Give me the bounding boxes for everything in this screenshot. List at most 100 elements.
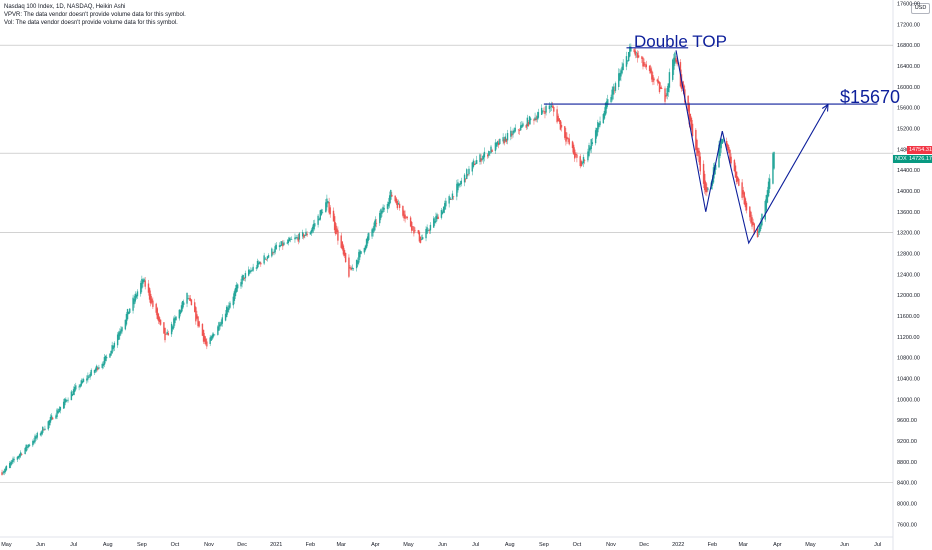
candle-body: [70, 391, 73, 401]
candle-body: [180, 305, 183, 313]
candle-body: [402, 205, 404, 216]
candle-body: [59, 406, 62, 411]
candle-body: [144, 280, 146, 287]
candle-body: [728, 147, 730, 153]
candle-body: [343, 250, 346, 256]
candle-body: [189, 298, 192, 301]
candle-body: [699, 156, 701, 172]
candle-body: [301, 232, 304, 237]
price-axis-label: 12800.00: [897, 251, 920, 257]
currency-badge[interactable]: USD: [911, 3, 930, 14]
time-axis-label: Aug: [505, 542, 515, 548]
candle-body: [143, 278, 145, 282]
time-axis-label: Jun: [36, 542, 45, 548]
candle-body: [147, 283, 150, 293]
candle-body: [659, 86, 662, 89]
candle-body: [16, 456, 19, 460]
candle-body: [604, 102, 607, 115]
candle-body: [73, 386, 76, 393]
candle-body: [751, 217, 753, 227]
candle-body: [296, 237, 298, 238]
candle-body: [565, 132, 567, 142]
candle-body: [707, 188, 709, 190]
candle-body: [414, 230, 416, 231]
candle-body: [714, 164, 717, 170]
candle-body: [773, 152, 775, 169]
candle-body: [510, 130, 512, 137]
candle-body: [472, 160, 475, 167]
candle-body: [335, 223, 337, 234]
candle-body: [658, 81, 661, 93]
candle-body: [518, 129, 521, 131]
time-axis-label: Apr: [371, 542, 380, 548]
legend-vpvr: VPVR: The data vendor doesn't provide vo…: [4, 12, 186, 18]
candle-body: [594, 130, 597, 144]
candle-body: [227, 308, 229, 312]
candle-body: [3, 470, 5, 474]
candle-body: [718, 144, 720, 168]
candle-body: [232, 296, 234, 306]
candle-body: [591, 142, 594, 145]
candle-body: [619, 72, 621, 81]
candle-body: [540, 107, 543, 115]
candle-body: [152, 300, 154, 307]
candle-body: [691, 123, 694, 137]
candle-body: [374, 219, 377, 227]
candle-body: [512, 130, 514, 135]
candle-body: [209, 337, 211, 344]
candle-body: [75, 385, 77, 390]
candle-body: [599, 121, 601, 126]
candle-body: [48, 420, 51, 426]
candle-body: [645, 64, 647, 68]
candle-body: [266, 256, 269, 260]
candle-body: [102, 363, 105, 366]
candle-body: [644, 64, 646, 65]
candle-body: [688, 103, 690, 125]
symbol-tag: NDX: [893, 155, 908, 163]
time-axis-label: 2021: [270, 542, 282, 548]
candle-body: [81, 380, 84, 383]
candle-body: [186, 292, 188, 304]
time-axis-label: Nov: [606, 542, 616, 548]
candle-body: [720, 139, 722, 149]
candle-body: [550, 105, 553, 108]
candle-body: [371, 229, 373, 237]
candle-body: [764, 200, 766, 220]
candle-body: [656, 79, 659, 82]
candle-body: [344, 252, 347, 263]
candle-body: [220, 322, 222, 326]
candle-body: [703, 173, 706, 191]
candle-body: [558, 118, 560, 122]
candle-body: [464, 178, 467, 180]
candle-body: [542, 110, 544, 112]
candle-body: [397, 203, 400, 205]
double-top-label[interactable]: Double TOP: [634, 32, 727, 51]
price-axis-label: 16400.00: [897, 64, 920, 70]
candle-body: [607, 99, 609, 106]
candle-body: [697, 147, 699, 154]
candle-body: [142, 279, 144, 284]
candle-body: [357, 261, 359, 265]
candle-body: [566, 136, 568, 140]
candle-body: [196, 314, 198, 319]
candle-body: [4, 468, 7, 472]
candle-body: [124, 319, 127, 330]
target-price-label[interactable]: $15670: [840, 87, 901, 107]
candle-body: [418, 231, 421, 242]
candle-body: [172, 326, 174, 330]
candle-body: [729, 150, 731, 164]
candle-body: [28, 444, 31, 446]
candle-body: [417, 230, 420, 234]
candle-body: [481, 158, 483, 160]
candle-body: [298, 233, 301, 240]
candle-body: [648, 65, 651, 72]
candle-body: [236, 284, 239, 289]
candle-body: [47, 421, 49, 430]
candle-body: [483, 151, 486, 158]
candle-body: [190, 299, 193, 306]
candle-body: [221, 317, 223, 324]
candle-body: [217, 326, 219, 335]
candle-body: [103, 357, 106, 365]
candle-body: [549, 106, 552, 108]
